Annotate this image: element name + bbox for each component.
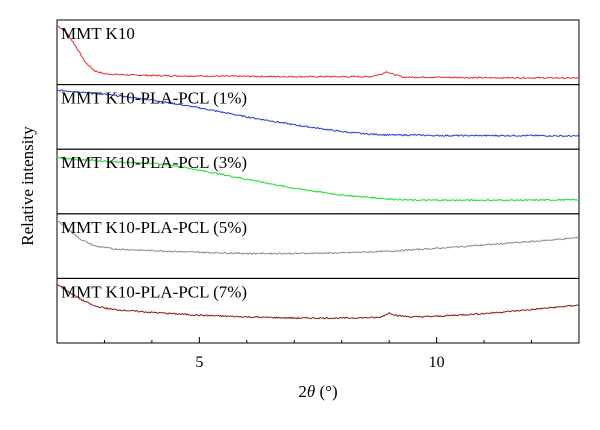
series-line <box>56 89 580 138</box>
x-axis-label: 2θ (°) <box>298 382 337 401</box>
panel-1: MMT K10 <box>56 19 580 86</box>
panel-5: MMT K10-PLA-PCL (7%) <box>56 277 580 344</box>
series-line <box>56 220 580 255</box>
series-label: MMT K10-PLA-PCL (1%) <box>61 89 247 108</box>
series-line <box>56 283 580 320</box>
x-axis-label-main: 2 <box>298 382 307 401</box>
series-line <box>56 156 580 202</box>
series-label: MMT K10-PLA-PCL (3%) <box>61 153 247 172</box>
x-axis-label-symbol: θ <box>307 382 315 401</box>
series-line <box>56 24 580 80</box>
series-label: MMT K10-PLA-PCL (5%) <box>61 218 247 237</box>
series-label: MMT K10-PLA-PCL (7%) <box>61 282 247 301</box>
panel-3: MMT K10-PLA-PCL (3%) <box>56 148 580 215</box>
x-axis-label-unit: (°) <box>315 382 337 401</box>
x-axis: 5 10 <box>103 337 533 371</box>
y-axis-label: Relative intensity <box>18 126 37 246</box>
x-tick-label: 5 <box>195 354 203 371</box>
panel-2: MMT K10-PLA-PCL (1%) <box>56 84 580 150</box>
chart-panels: MMT K10 MMT K10-PLA-PCL (1%) MMT K10-PLA-P… <box>56 19 580 344</box>
panel-4: MMT K10-PLA-PCL (5%) <box>56 213 580 279</box>
panel-frame <box>56 277 580 344</box>
series-label: MMT K10 <box>61 24 135 43</box>
x-tick-label: 10 <box>429 354 445 371</box>
